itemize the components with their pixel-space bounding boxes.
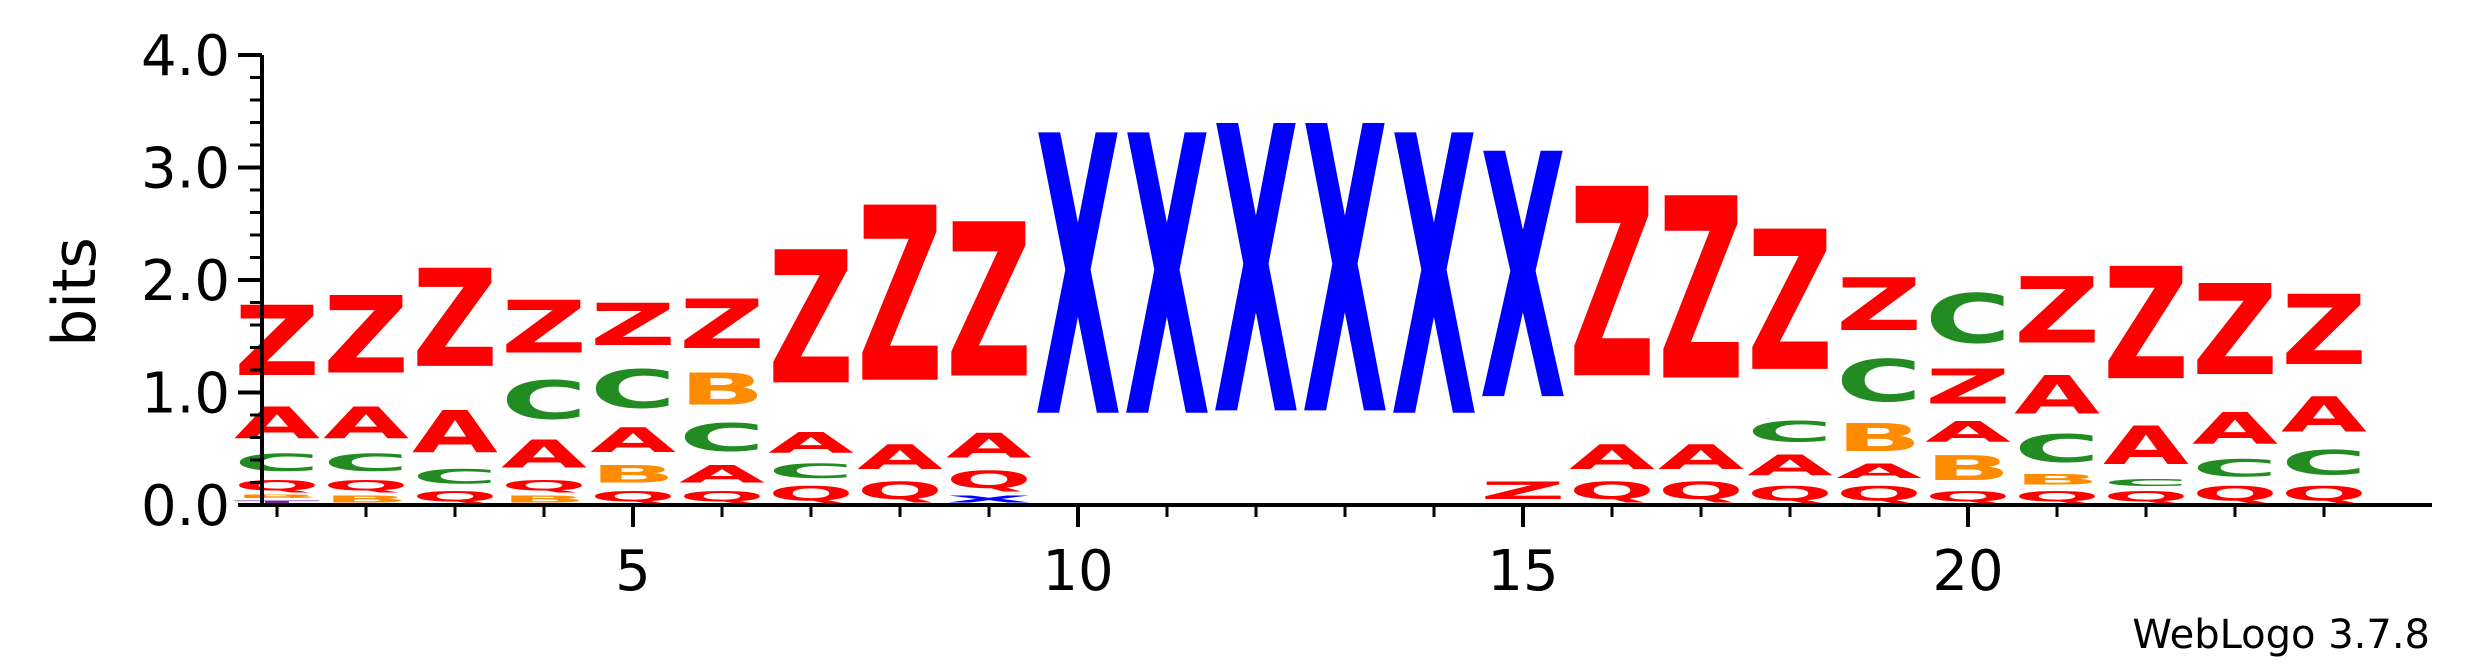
logo-glyph-c: C	[2103, 477, 2189, 488]
logo-glyph-c: C	[2014, 426, 2100, 471]
logo-glyph-q: Q	[2103, 488, 2189, 505]
y-tick-label: 4.0	[141, 24, 230, 89]
logo-glyph-z: Z	[2014, 258, 2100, 364]
logo-glyph-z: Z	[1836, 264, 1922, 348]
logo-glyph-c: C	[501, 371, 587, 432]
logo-glyph-q: Q	[1747, 483, 1833, 505]
logo-glyph-q: Q	[768, 483, 854, 505]
logo-glyph-z: Z	[323, 276, 409, 398]
logo-glyph-q: Q	[2281, 483, 2367, 505]
logo-glyph-a: A	[679, 460, 765, 488]
logo-glyph-q: Q	[1836, 483, 1922, 505]
logo-glyph-z: Z	[2103, 237, 2189, 415]
logo-glyph-z: Z	[1658, 146, 1744, 437]
logo-glyph-a: A	[1925, 416, 2011, 449]
logo-glyph-c: C	[679, 415, 765, 460]
logo-glyph-b: B	[2014, 471, 2100, 488]
logo-glyph-a: A	[412, 398, 499, 465]
logo-glyph-a: A	[1747, 449, 1833, 482]
logo-glyph-x: X	[1391, 55, 1477, 503]
logo-glyph-c: C	[234, 449, 320, 477]
logo-glyph-c: C	[323, 449, 409, 477]
logo-glyph-a: A	[501, 432, 587, 477]
logo-glyph-c: C	[412, 466, 498, 488]
logo-glyph-z: Z	[679, 286, 765, 364]
x-tick-label: 15	[1487, 539, 1558, 604]
logo-glyph-x: X	[1302, 46, 1388, 505]
logo-glyph-a: A	[1658, 438, 1745, 477]
logo-glyph-q: Q	[1569, 477, 1655, 505]
logo-glyph-c: C	[768, 460, 854, 482]
y-axis-label: bits	[40, 237, 110, 347]
x-tick-label: 10	[1042, 539, 1113, 604]
logo-glyph-z: Z	[2281, 276, 2367, 387]
logo-glyph-q: Q	[1925, 488, 2011, 505]
logo-glyph-q: Q	[2192, 483, 2278, 505]
logo-glyph-a: A	[590, 421, 677, 460]
logo-glyph-c: C	[1925, 280, 2011, 359]
y-tick-label: 1.0	[141, 362, 230, 427]
logo-glyph-a: A	[857, 438, 944, 477]
weblogo-credit: WebLogo 3.7.8	[2132, 612, 2430, 658]
logo-glyph-a: A	[2281, 388, 2367, 444]
logo-glyph-q: Q	[679, 488, 765, 505]
logo-glyph-q: Q	[234, 477, 320, 494]
logo-glyph-b: B	[590, 460, 676, 488]
logo-glyph-a: A	[1569, 438, 1656, 477]
logo-glyph-z: Z	[412, 241, 498, 398]
logo-glyph-z: Z	[2192, 258, 2278, 404]
logo-glyph-b: B	[1836, 415, 1922, 460]
logo-glyph-b: B	[1925, 449, 2011, 488]
logo-glyph-z: Z	[1925, 359, 2011, 415]
logo-glyph-q: Q	[857, 477, 943, 505]
logo-glyph-z: Z	[1747, 191, 1833, 415]
logo-glyph-z: Z	[946, 181, 1032, 426]
logo-glyph-c: C	[2192, 454, 2278, 482]
logo-glyph-a: A	[234, 398, 320, 448]
logo-glyph-a: A	[1836, 460, 1922, 482]
logo-glyph-x: X	[1124, 55, 1210, 503]
y-tick-label: 2.0	[141, 249, 230, 314]
logo-glyph-q: Q	[2014, 488, 2100, 505]
logo-glyph-x: X	[1480, 85, 1566, 477]
logo-glyph-c: C	[590, 360, 676, 421]
logo-glyph-c: C	[1836, 347, 1922, 414]
y-tick-label: 0.0	[141, 474, 230, 539]
logo-glyph-a: A	[768, 427, 854, 460]
logo-glyph-z: Z	[234, 287, 320, 398]
logo-glyph-q: Q	[501, 477, 587, 494]
logo-glyph-q: Q	[412, 488, 498, 505]
logo-glyph-b: B	[679, 365, 765, 415]
logo-glyph-z: Z	[768, 214, 854, 426]
logo-glyph-z: Z	[1480, 477, 1566, 505]
logo-glyph-z: Z	[1569, 135, 1655, 437]
logo-glyph-z: Z	[857, 157, 943, 437]
logo-glyph-a: A	[323, 398, 409, 448]
y-tick-label: 3.0	[141, 137, 230, 202]
x-tick-label: 20	[1932, 539, 2003, 604]
logo-glyph-c: C	[2281, 444, 2367, 483]
logo-glyph-q: Q	[946, 466, 1032, 494]
logo-glyph-a: A	[2103, 415, 2189, 477]
logo-glyph-q: Q	[590, 488, 676, 505]
logo-glyph-b: B	[234, 494, 320, 500]
logo-glyph-x: X	[1213, 46, 1299, 505]
logo-glyph-x: X	[1035, 55, 1121, 503]
logo-glyph-z: Z	[501, 287, 587, 371]
x-ticks: 5 10 15 20	[277, 505, 2324, 604]
logo-glyph-a: A	[2192, 404, 2278, 454]
logo-glyph-q: Q	[323, 477, 409, 494]
logo-glyph-q: Q	[1658, 477, 1744, 505]
logo-glyph-a: A	[2014, 364, 2100, 426]
logo-glyph-c: C	[1747, 415, 1833, 448]
x-tick-label: 5	[615, 539, 651, 604]
logo-glyph-z: Z	[590, 291, 676, 358]
logo-glyph-a: A	[946, 427, 1033, 466]
glyph-layer: TBQCAZBQCAZQCAZBQACZQBACZQACBZQCAZQAZXQA…	[234, 46, 2367, 505]
